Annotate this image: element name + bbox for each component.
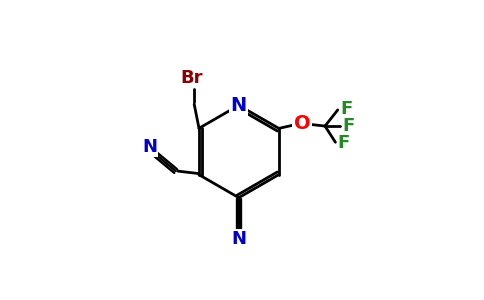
- Text: F: F: [340, 100, 352, 118]
- Text: Br: Br: [181, 69, 203, 87]
- Text: F: F: [338, 134, 350, 152]
- Text: N: N: [142, 138, 157, 156]
- Text: N: N: [231, 230, 246, 248]
- Text: O: O: [294, 114, 310, 133]
- Text: F: F: [342, 117, 355, 135]
- Text: N: N: [231, 96, 247, 115]
